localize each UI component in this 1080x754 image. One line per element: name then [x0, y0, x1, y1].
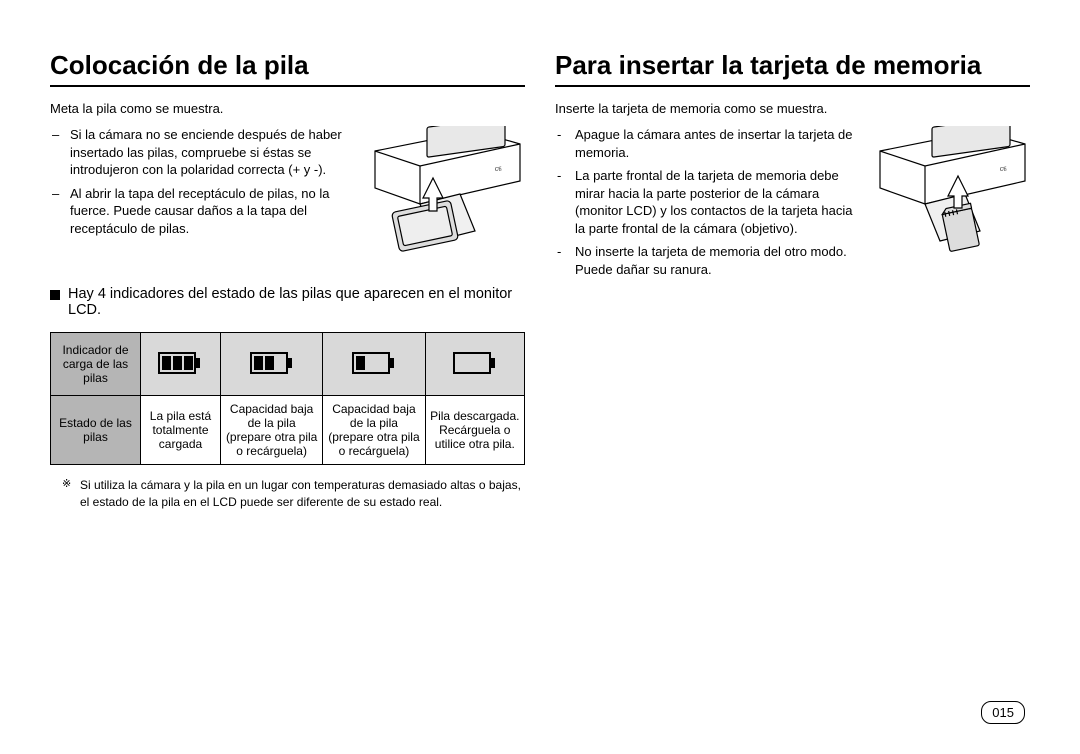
right-content-row: Apague la cámara antes de insertar la ta… — [555, 126, 1030, 284]
left-column: Colocación de la pila Meta la pila como … — [50, 50, 525, 511]
right-bullet-3: No inserte la tarjeta de memoria del otr… — [575, 243, 855, 278]
memory-card-illustration: CE — [870, 126, 1030, 266]
left-title: Colocación de la pila — [50, 50, 525, 87]
page-number: 015 — [981, 701, 1025, 724]
table-header-indicator: Indicador de carga de las pilas — [51, 333, 141, 396]
right-column: Para insertar la tarjeta de memoria Inse… — [555, 50, 1030, 511]
table-header-state: Estado de las pilas — [51, 396, 141, 465]
state-low1: Capacidad baja de la pila (prepare otra … — [220, 396, 322, 465]
left-bullet-2: Al abrir la tapa del receptáculo de pila… — [70, 185, 350, 238]
battery-insert-illustration: CE — [365, 126, 525, 266]
battery-icon-2bars — [220, 333, 322, 396]
state-full: La pila está totalmente cargada — [141, 396, 221, 465]
state-low2: Capacidad baja de la pila (prepare otra … — [323, 396, 425, 465]
left-intro: Meta la pila como se muestra. — [50, 101, 525, 116]
square-bullet-icon — [50, 290, 60, 300]
right-bullet-1: Apague la cámara antes de insertar la ta… — [575, 126, 855, 161]
manual-page: Colocación de la pila Meta la pila como … — [0, 0, 1080, 541]
right-title: Para insertar la tarjeta de memoria — [555, 50, 1030, 87]
temperature-footnote: Si utiliza la cámara y la pila en un lug… — [50, 477, 525, 511]
section-note-text: Hay 4 indicadores del estado de las pila… — [68, 286, 525, 318]
battery-status-table: Indicador de carga de las pilas Estado d… — [50, 332, 525, 465]
state-empty: Pila descargada. Recárguela o utilice ot… — [425, 396, 524, 465]
lcd-indicators-note: Hay 4 indicadores del estado de las pila… — [50, 286, 525, 318]
right-bullets: Apague la cámara antes de insertar la ta… — [555, 126, 855, 284]
left-bullets: Si la cámara no se enciende después de h… — [50, 126, 350, 243]
right-intro: Inserte la tarjeta de memoria como se mu… — [555, 101, 1030, 116]
left-content-row: Si la cámara no se enciende después de h… — [50, 126, 525, 266]
left-bullet-1: Si la cámara no se enciende después de h… — [70, 126, 350, 179]
battery-icon-full — [141, 333, 221, 396]
battery-icon-1bar — [323, 333, 425, 396]
right-bullet-2: La parte frontal de la tarjeta de memori… — [575, 167, 855, 237]
battery-icon-empty — [425, 333, 524, 396]
